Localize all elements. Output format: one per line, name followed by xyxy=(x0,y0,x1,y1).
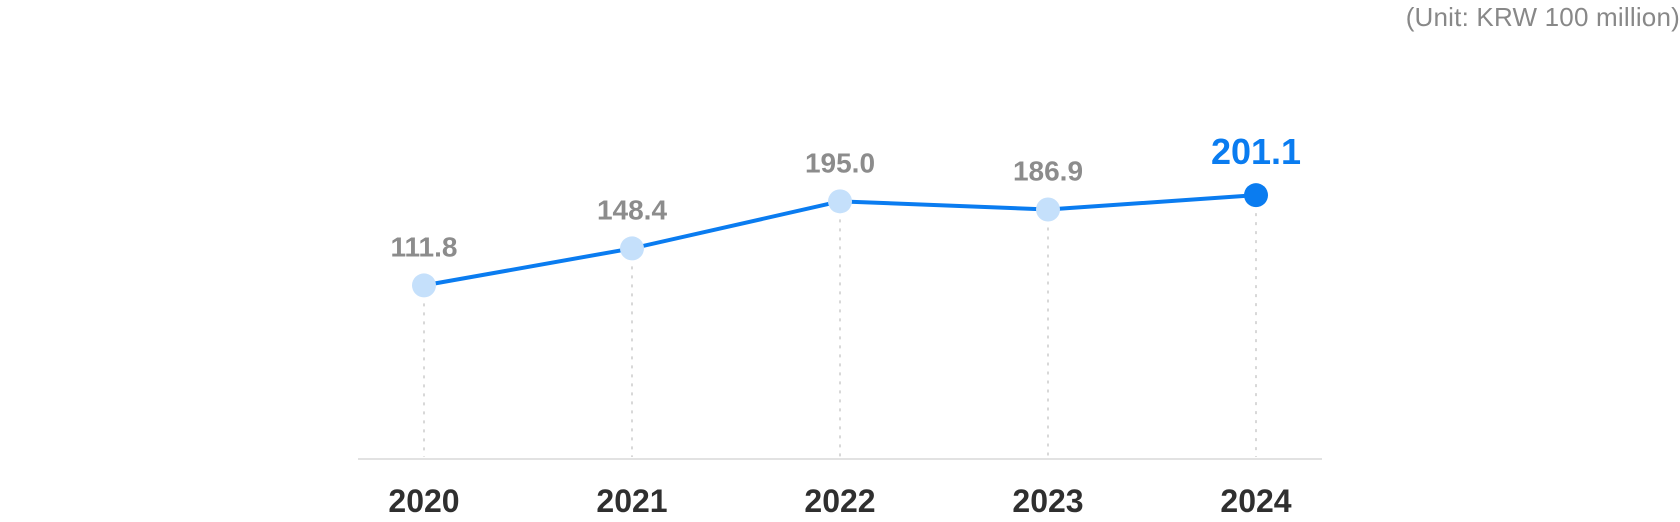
data-label: 111.8 xyxy=(391,231,458,262)
data-point xyxy=(1036,197,1060,222)
data-label: 148.4 xyxy=(597,194,667,225)
data-label: 195.0 xyxy=(805,147,875,178)
x-axis-labels: 2020 2021 2022 2023 2024 xyxy=(388,483,1291,519)
data-point xyxy=(412,273,436,298)
x-tick-label: 2020 xyxy=(388,483,459,519)
data-label: 186.9 xyxy=(1013,156,1083,187)
data-point-highlight xyxy=(1244,183,1268,208)
x-tick-label: 2021 xyxy=(596,483,667,519)
value-labels: 111.8 148.4 195.0 186.9 201.1 xyxy=(391,131,1302,262)
x-tick-label: 2023 xyxy=(1012,483,1083,519)
data-point xyxy=(620,236,644,261)
x-tick-label: 2022 xyxy=(804,483,875,519)
guide-lines xyxy=(423,213,1257,457)
data-points xyxy=(412,183,1268,298)
unit-note: (Unit: KRW 100 million) xyxy=(1405,2,1680,32)
data-point xyxy=(828,189,852,214)
data-label-highlight: 201.1 xyxy=(1211,131,1301,172)
x-tick-label: 2024 xyxy=(1220,483,1291,519)
